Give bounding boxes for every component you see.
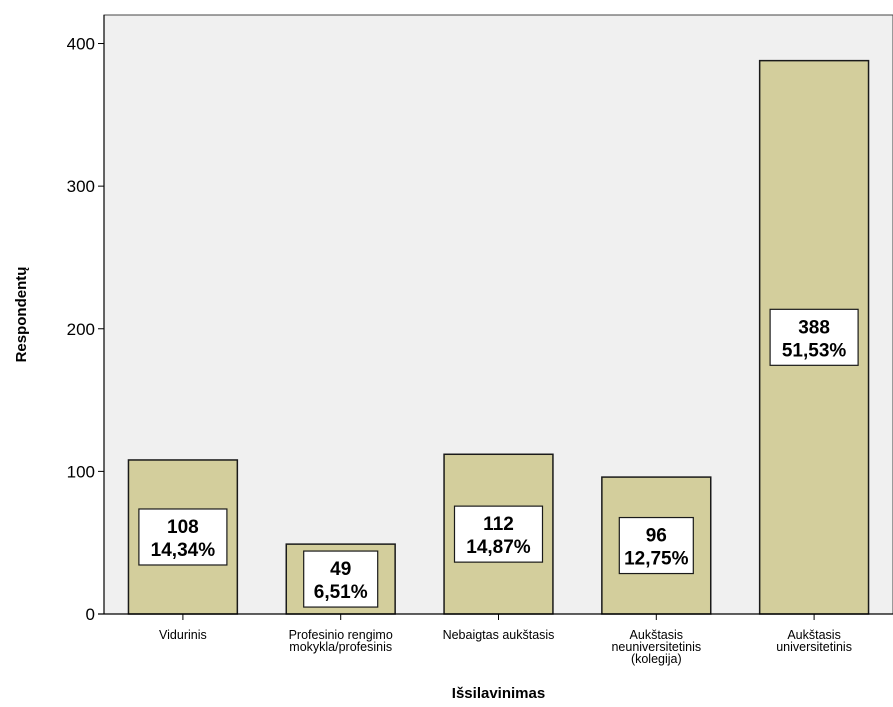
x-tick-label: Profesinio rengimo	[289, 628, 393, 642]
data-label-percent: 6,51%	[314, 582, 368, 603]
x-tick-label: (kolegija)	[631, 652, 682, 666]
x-axis-title: Išsilavinimas	[452, 685, 545, 702]
data-label-box	[618, 516, 694, 575]
data-label-box	[769, 308, 859, 366]
x-tick-label: Aukštasis	[787, 628, 841, 642]
x-tick-label: Vidurinis	[159, 628, 207, 642]
data-label-count: 112	[483, 514, 514, 535]
data-label-percent: 14,87%	[466, 537, 531, 558]
x-axis: Vidurinis Profesinio rengimomokykla/profe…	[98, 613, 893, 666]
data-label-box	[453, 505, 544, 563]
x-tick-label: Nebaigtas aukštasis	[443, 628, 555, 642]
x-tick-label: mokykla/profesinis	[289, 640, 392, 654]
data-label-count: 96	[646, 526, 667, 547]
x-tick-label: Aukštasis	[630, 628, 684, 642]
y-axis: 0 100 200 300 400	[67, 15, 105, 624]
data-label-count: 108	[167, 517, 199, 538]
data-label-box	[303, 550, 379, 608]
y-tick-label: 200	[67, 320, 95, 339]
data-label-percent: 14,34%	[151, 540, 216, 561]
y-tick-label: 100	[67, 462, 95, 481]
y-tick-label: 400	[67, 35, 95, 54]
y-tick-label: 0	[86, 605, 95, 624]
data-label-count: 49	[330, 559, 351, 580]
x-tick-label: neuniversitetinis	[611, 640, 701, 654]
data-label: 496,51%	[303, 550, 379, 608]
y-axis-title: Respondentų	[13, 267, 30, 363]
y-tick-label: 300	[67, 177, 95, 196]
data-label-box	[138, 508, 228, 566]
x-tick-label: universitetinis	[776, 640, 852, 654]
data-label-percent: 12,75%	[624, 549, 689, 570]
data-label-percent: 51,53%	[782, 340, 847, 361]
data-label-count: 388	[798, 317, 830, 338]
